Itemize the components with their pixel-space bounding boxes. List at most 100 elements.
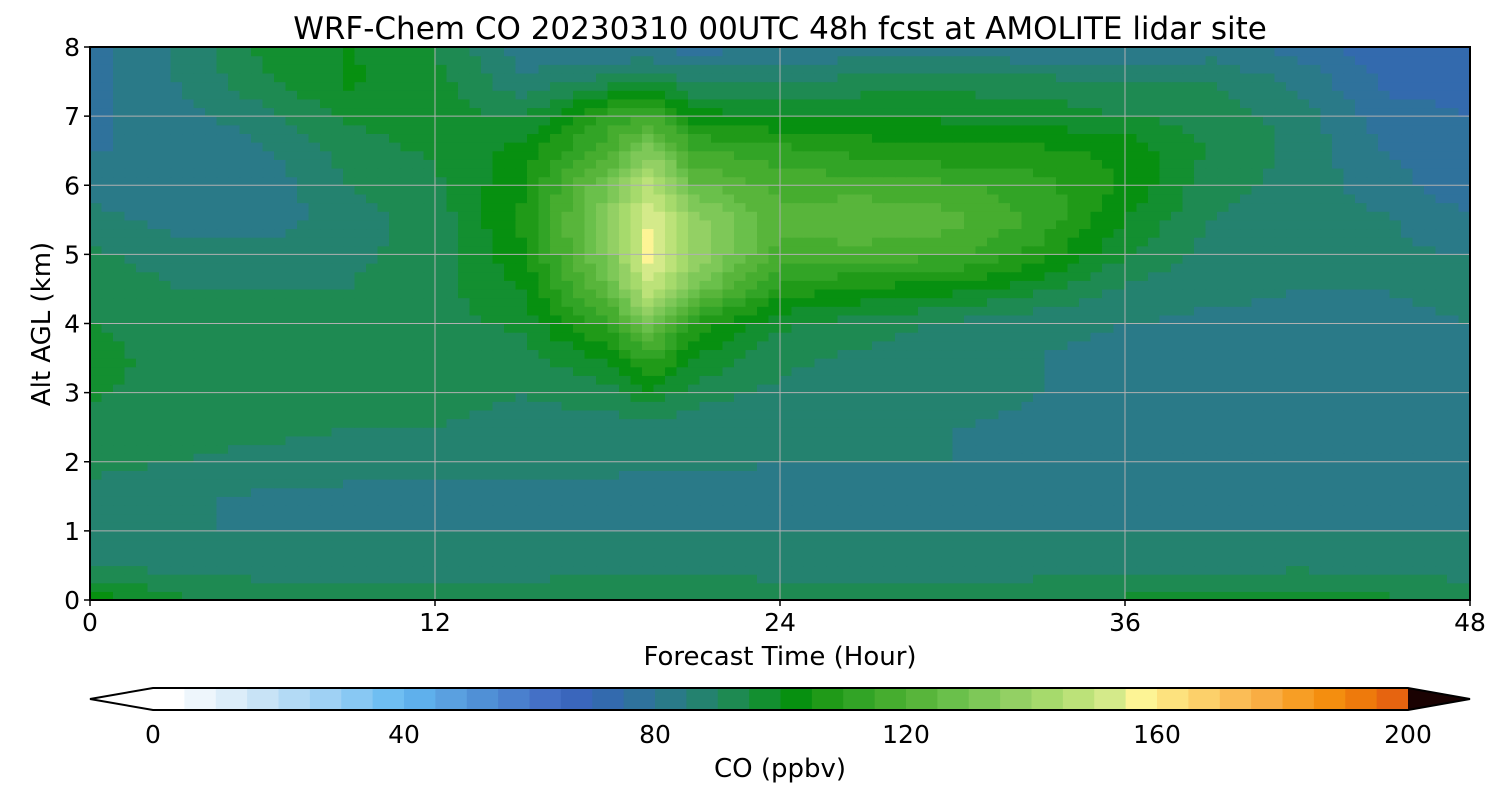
field-cell: [1309, 409, 1322, 420]
field-cell: [101, 392, 114, 402]
field-cell: [435, 574, 448, 584]
field-cell: [377, 366, 390, 376]
field-cell: [1067, 461, 1080, 471]
field-cell: [504, 548, 517, 558]
field-cell: [170, 263, 183, 273]
field-cell: [435, 591, 448, 601]
field-cell: [136, 254, 149, 264]
field-cell: [1263, 314, 1276, 325]
field-cell: [699, 392, 712, 402]
field-cell: [757, 513, 770, 523]
field-cell: [1125, 496, 1138, 506]
field-cell: [941, 548, 954, 558]
field-cell: [837, 323, 850, 333]
field-cell: [1332, 297, 1345, 307]
field-cell: [642, 522, 655, 532]
field-cell: [1424, 556, 1437, 567]
field-cell: [1297, 314, 1310, 325]
field-cell: [297, 487, 310, 497]
field-cell: [1148, 340, 1161, 351]
field-cell: [1424, 383, 1437, 394]
field-cell: [1286, 479, 1299, 489]
field-cell: [745, 358, 758, 368]
field-cell: [400, 383, 413, 394]
field-cell: [1079, 280, 1092, 290]
field-cell: [1056, 461, 1069, 471]
field-cell: [1332, 366, 1345, 376]
field-cell: [642, 401, 655, 411]
field-cell: [1274, 271, 1287, 281]
field-cell: [1355, 297, 1368, 307]
field-cell: [354, 332, 367, 342]
field-cell: [837, 591, 850, 601]
field-cell: [791, 504, 804, 515]
field-cell: [1286, 401, 1299, 411]
field-cell: [676, 591, 689, 601]
field-cell: [1113, 288, 1126, 299]
field-cell: [469, 297, 482, 307]
field-cell: [768, 392, 781, 402]
field-cell: [975, 392, 988, 402]
field-cell: [1355, 288, 1368, 299]
field-cell: [527, 245, 540, 255]
field-cell: [1309, 530, 1322, 541]
field-cell: [308, 461, 321, 471]
field-cell: [780, 427, 793, 437]
field-cell: [1424, 427, 1437, 437]
field-cell: [228, 470, 241, 480]
field-cell: [780, 366, 793, 376]
field-cell: [584, 263, 597, 273]
field-cell: [883, 254, 896, 264]
field-cell: [607, 530, 620, 541]
field-cell: [791, 427, 804, 437]
field-cell: [262, 504, 275, 515]
field-cell: [837, 487, 850, 497]
field-cell: [998, 539, 1011, 549]
field-cell: [285, 366, 298, 376]
field-cell: [492, 418, 505, 428]
field-cell: [1148, 314, 1161, 325]
field-cell: [941, 522, 954, 532]
field-cell: [768, 453, 781, 463]
field-cell: [1044, 288, 1057, 299]
field-cell: [722, 556, 735, 567]
field-cell: [435, 288, 448, 299]
field-cell: [1251, 565, 1264, 575]
field-cell: [515, 461, 528, 471]
field-cell: [803, 314, 816, 325]
field-cell: [1263, 504, 1276, 515]
field-cell: [722, 427, 735, 437]
field-cell: [1171, 435, 1184, 446]
field-cell: [596, 565, 609, 575]
field-cell: [308, 358, 321, 368]
field-cell: [918, 427, 931, 437]
field-cell: [469, 591, 482, 601]
field-cell: [1056, 504, 1069, 515]
field-cell: [596, 418, 609, 428]
field-cell: [446, 461, 459, 471]
field-cell: [975, 435, 988, 446]
field-cell: [1033, 418, 1046, 428]
field-cell: [504, 470, 517, 480]
field-cell: [1102, 366, 1115, 376]
field-cell: [354, 254, 367, 264]
field-cell: [745, 487, 758, 497]
field-cell: [573, 332, 586, 342]
field-cell: [377, 453, 390, 463]
field-cell: [274, 409, 287, 420]
field-cell: [665, 297, 678, 307]
field-cell: [504, 574, 517, 584]
field-cell: [837, 548, 850, 558]
field-cell: [228, 504, 241, 515]
field-cell: [377, 530, 390, 541]
field-cell: [573, 392, 586, 402]
field-cell: [285, 574, 298, 584]
field-cell: [1148, 444, 1161, 454]
field-cell: [366, 263, 379, 273]
field-cell: [136, 504, 149, 515]
field-cell: [630, 548, 643, 558]
field-cell: [1458, 487, 1471, 497]
field-cell: [987, 496, 1000, 506]
field-cell: [1389, 453, 1402, 463]
field-cell: [113, 461, 126, 471]
